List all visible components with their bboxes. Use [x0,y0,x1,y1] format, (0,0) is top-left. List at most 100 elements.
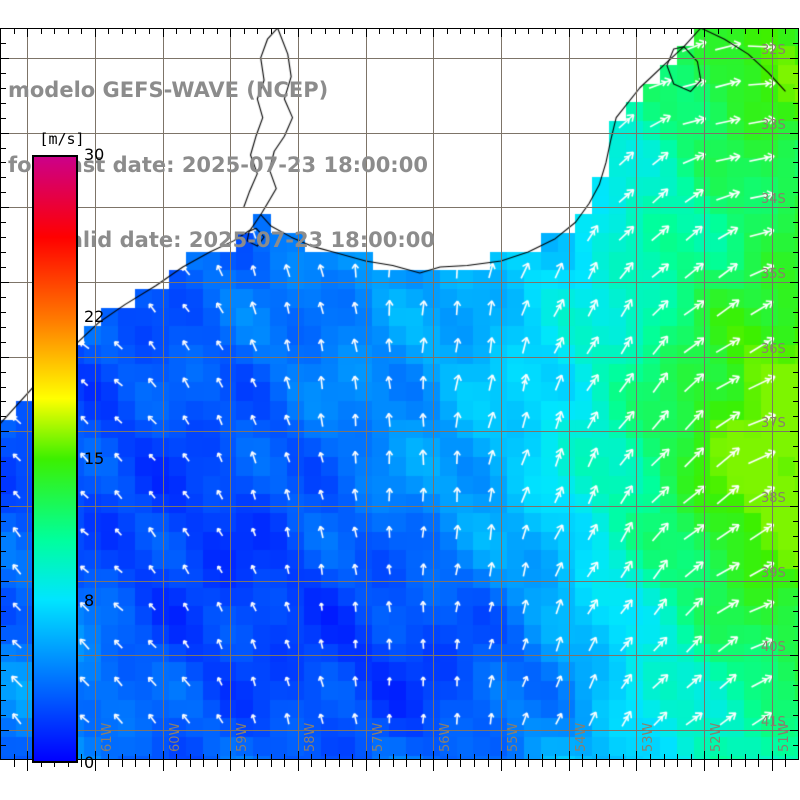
tick-bottom-outer [609,760,611,767]
tick-bottom-outer [189,760,191,767]
tick-bottom [690,754,692,760]
tick-bottom [473,754,475,760]
tick-left [0,745,6,747]
tick-bottom-outer [501,760,503,771]
tick-top [54,28,56,34]
gridline-lat [0,132,799,134]
colorbar-tick-label: 15 [84,449,105,468]
tick-right [793,252,799,254]
tick-top [230,28,232,37]
tick-top [176,28,178,34]
tick-bottom-outer [555,760,557,767]
tick-right [793,685,799,687]
tick-top [487,28,489,34]
tick-bottom-outer [257,760,259,767]
tick-bottom [528,754,530,760]
tick-left [0,476,6,478]
tick-bottom [650,754,652,760]
tick-top [731,28,733,34]
tick-left [0,461,6,463]
tick-left [0,192,6,194]
tick-bottom [677,754,679,760]
tick-bottom-outer [284,760,286,767]
lat-tick-label: 34S [761,192,786,208]
tick-left [0,311,6,313]
tick-bottom [582,754,584,760]
tick-top [257,28,259,34]
tick-top [13,28,15,34]
tick-right [793,595,799,597]
tick-bottom-outer [731,760,733,767]
tick-right [793,72,799,74]
tick-right [793,162,799,164]
colorbar[interactable] [32,155,78,763]
tick-bottom [595,754,597,760]
tick-left [0,715,6,717]
tick-bottom [785,754,787,760]
tick-bottom-outer [365,760,367,771]
tick-top [501,28,503,37]
tick-right [793,87,799,89]
tick-bottom [162,751,164,760]
tick-top [148,28,150,34]
colorbar-tick-label: 30 [84,145,105,164]
tick-left [0,730,9,732]
tick-bottom [446,754,448,760]
tick-left [0,625,6,627]
tick-top [622,28,624,34]
tick-left [0,640,6,642]
tick-left [0,700,6,702]
gridline-lon [162,28,164,760]
tick-bottom-outer [636,760,638,771]
tick-bottom-outer [704,760,706,771]
tick-top [663,28,665,34]
tick-bottom [13,754,15,760]
tick-right [790,57,799,59]
tick-right [793,192,799,194]
tick-bottom-outer [460,760,462,767]
tick-bottom [514,754,516,760]
gridline-lon [433,28,435,760]
tick-bottom [433,751,435,760]
tick-bottom-outer [406,760,408,767]
tick-top [311,28,313,34]
tick-bottom-outer [758,760,760,767]
tick-bottom [379,754,381,760]
tick-right [790,655,799,657]
tick-top [717,28,719,34]
tick-right [793,610,799,612]
tick-bottom [176,754,178,760]
tick-bottom [297,751,299,760]
tick-right [790,431,799,433]
tick-bottom [406,754,408,760]
tick-bottom-outer [40,760,42,767]
tick-bottom [257,754,259,760]
tick-bottom-outer [622,760,624,767]
tick-bottom [243,754,245,760]
tick-left [0,610,6,612]
tick-right [793,296,799,298]
tick-bottom-outer [650,760,652,767]
tick-right [793,461,799,463]
gridline-lon [704,28,706,760]
tick-right [793,42,799,44]
map-plot-area[interactable]: 62W61W60W59W58W57W56W55W54W53W52W51W 32S… [0,28,799,760]
gridline-lat [0,207,799,209]
tick-bottom-outer [27,760,29,771]
tick-left [0,102,6,104]
tick-top [40,28,42,34]
tick-top [568,28,570,37]
tick-left [0,491,6,493]
gridline-lat [0,655,799,657]
tick-bottom [622,754,624,760]
tick-right [793,491,799,493]
tick-top [541,28,543,34]
tick-bottom-outer [297,760,299,771]
tick-bottom [717,754,719,760]
tick-bottom-outer [487,760,489,767]
tick-left [0,535,6,537]
tick-right [793,237,799,239]
tick-right [790,356,799,358]
tick-bottom-outer [121,760,123,767]
gridline-lat [0,431,799,433]
